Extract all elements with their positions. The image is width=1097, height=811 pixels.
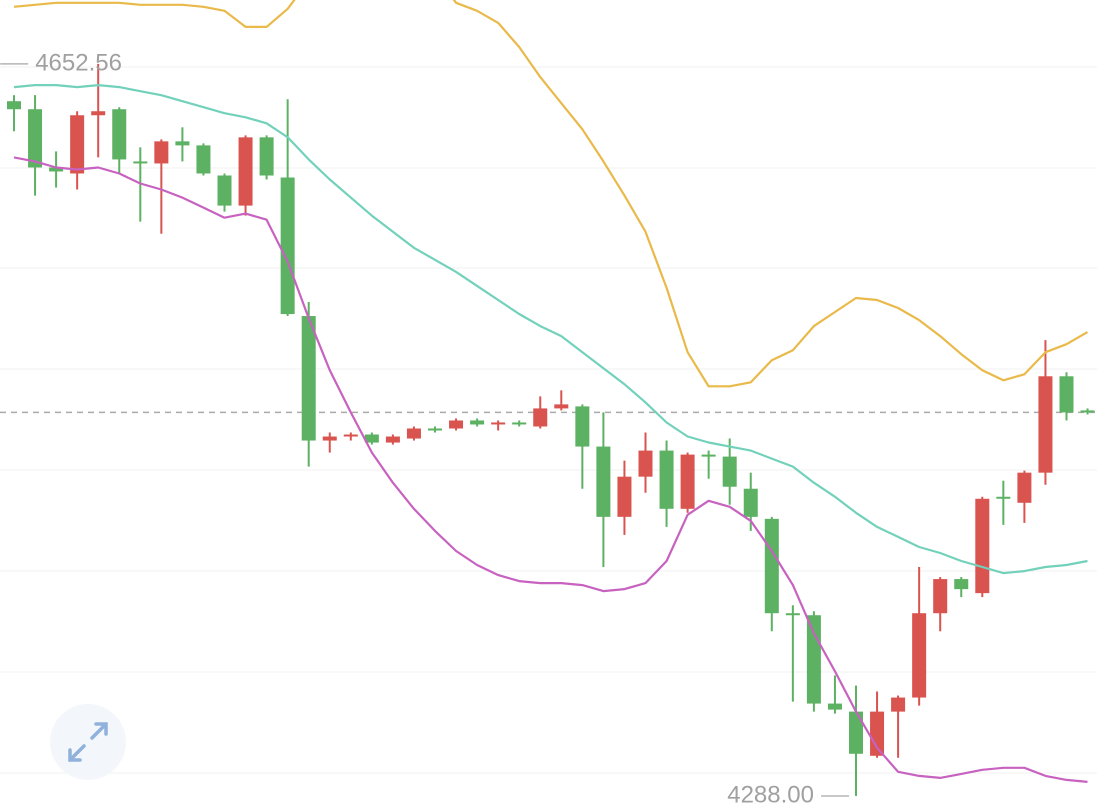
candle-body — [827, 703, 842, 710]
candle-body — [280, 177, 295, 315]
candle-body — [743, 488, 758, 517]
candle-body — [322, 436, 337, 441]
candle-body — [680, 454, 695, 509]
candle-body — [259, 137, 274, 176]
candle-body — [785, 613, 800, 616]
candle-body — [912, 613, 927, 698]
expand-button[interactable] — [50, 704, 126, 780]
candle-body — [575, 406, 590, 447]
candle-body — [7, 101, 21, 110]
candle-body — [133, 161, 148, 164]
candle-body — [533, 408, 548, 427]
candle-body — [659, 450, 674, 509]
candle-body — [512, 422, 527, 425]
candle-body — [722, 456, 737, 487]
candle-body — [343, 434, 358, 437]
candle-body — [91, 111, 106, 116]
candle-body — [1038, 376, 1053, 473]
band-line — [13, 0, 1089, 388]
candle-body — [638, 450, 653, 477]
candle-body — [701, 454, 716, 457]
candle-body — [1059, 376, 1074, 413]
candle-body — [154, 141, 169, 164]
candle-body — [596, 446, 611, 517]
candle-body — [301, 316, 316, 441]
candle-body — [217, 175, 232, 206]
candle-body — [933, 579, 948, 614]
candle-body — [617, 476, 632, 517]
candle-body — [954, 579, 969, 590]
candle-body — [1017, 472, 1032, 503]
band-line — [13, 84, 1088, 575]
candle-body — [891, 697, 906, 712]
candle-body — [806, 615, 821, 704]
candle-body — [70, 115, 85, 174]
candle-body — [470, 420, 485, 425]
candle-body — [385, 436, 400, 443]
expand-button-bg[interactable] — [50, 704, 126, 780]
candle-body — [406, 428, 421, 439]
candle-body — [849, 711, 863, 754]
candle-body — [364, 434, 379, 443]
candle-body — [238, 137, 253, 206]
candle-body — [1080, 410, 1095, 413]
min-label: 4288.00 — [727, 781, 814, 808]
candle-body — [491, 422, 506, 425]
background-grid — [0, 66, 1097, 774]
expand-icon — [68, 722, 108, 762]
candle-body — [428, 428, 442, 431]
candle-body — [49, 167, 64, 172]
candle-body — [196, 145, 211, 174]
max-label: 4652.56 — [35, 49, 122, 76]
candle-body — [996, 496, 1011, 499]
candle-body — [870, 711, 885, 756]
candle-body — [112, 109, 127, 160]
candle-body — [764, 518, 779, 614]
candle-body — [449, 420, 464, 429]
candle-body — [975, 498, 990, 594]
candle-body — [554, 404, 569, 409]
candle-body — [28, 109, 43, 168]
band-line — [13, 156, 1088, 783]
candle-body — [175, 141, 190, 146]
